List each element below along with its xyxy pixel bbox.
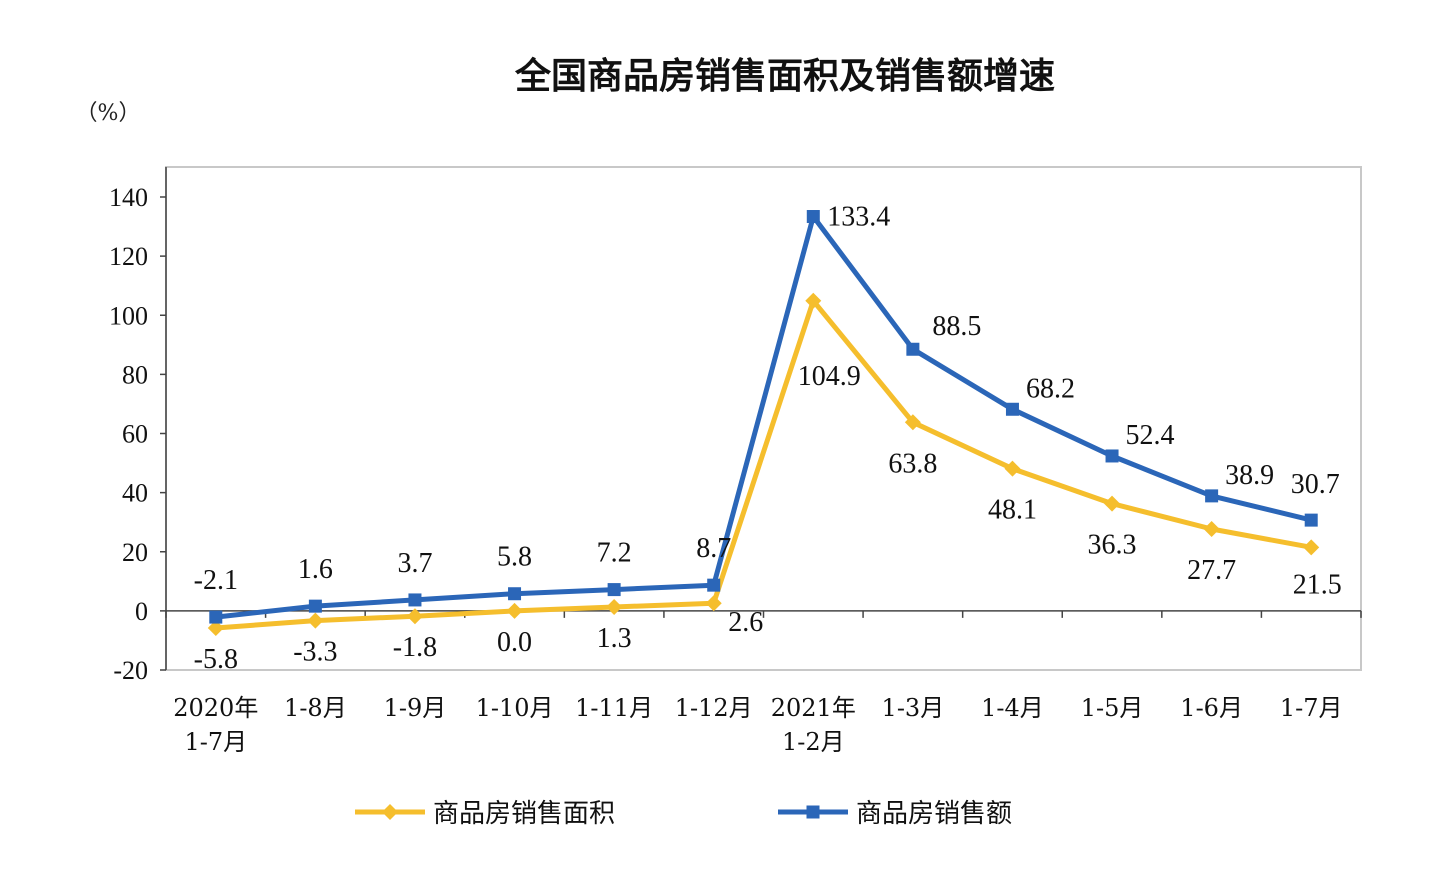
point-marker	[1205, 489, 1219, 503]
point-marker	[1304, 513, 1318, 527]
data-label: -1.8	[393, 632, 437, 663]
data-label: 52.4	[1126, 420, 1175, 451]
x-tick-label: 2020年 1-7月	[173, 694, 258, 756]
x-tick-label: 1-8月	[284, 694, 347, 722]
point-marker	[1005, 402, 1019, 416]
data-labels: -2.1 1.6 3.7 5.8 7.2 8.7 133.4 88.5 68.2 52.4 38.9…	[194, 202, 1342, 676]
point-marker	[805, 292, 822, 309]
plot-frame	[165, 166, 1362, 671]
point-marker	[906, 342, 920, 356]
y-tick-label: 80	[122, 360, 148, 389]
point-marker	[707, 578, 721, 592]
legend: 商品房销售面积 商品房销售额	[355, 799, 1012, 829]
legend-marker	[382, 804, 398, 820]
point-marker	[606, 599, 623, 616]
point-marker	[308, 599, 322, 613]
data-label: 36.3	[1088, 530, 1137, 561]
y-tick-label: 60	[122, 420, 148, 449]
point-marker	[607, 583, 621, 597]
data-label: 21.5	[1293, 569, 1342, 600]
data-label: 27.7	[1187, 555, 1236, 586]
series-layer	[207, 210, 1320, 637]
legend-label: 商品房销售面积	[433, 799, 615, 829]
data-label: 0.0	[497, 627, 532, 658]
y-axis-unit: （%）	[76, 101, 141, 126]
data-label: 7.2	[597, 538, 632, 569]
data-label: -5.8	[194, 644, 238, 675]
legend-label: 商品房销售额	[856, 799, 1012, 829]
point-marker	[1303, 539, 1320, 556]
data-label: 133.4	[827, 202, 890, 233]
x-tick-label: 1-3月	[882, 694, 945, 722]
x-tick-label: 1-10月	[476, 694, 554, 722]
point-marker	[508, 587, 522, 601]
data-label: 2.6	[728, 607, 763, 638]
data-label: 30.7	[1291, 469, 1340, 500]
y-tick-label: 140	[109, 183, 148, 212]
x-tick-label: 1-11月	[575, 694, 653, 722]
data-label: 1.3	[597, 623, 632, 654]
x-axis: 2020年 1-7月 1-8月 1-9月 1-10月 1-11月 1-12月 2021年 1-2…	[165, 610, 1362, 756]
point-marker	[209, 610, 223, 624]
point-marker	[207, 620, 224, 637]
series-line-1	[215, 214, 1312, 620]
legend-marker	[806, 805, 820, 819]
chart-title: 全国商品房销售面积及销售额增速	[514, 55, 1055, 97]
point-marker	[408, 593, 422, 607]
x-tick-label: 1-7月	[1280, 694, 1343, 722]
data-label: 68.2	[1026, 373, 1075, 404]
point-marker	[1104, 495, 1121, 512]
data-label: -3.3	[293, 637, 337, 668]
y-axis: -20 0 20 40 60 80 100 120 140	[109, 167, 167, 685]
data-label: 88.5	[932, 311, 981, 342]
point-marker	[506, 602, 523, 619]
point-marker	[904, 414, 921, 431]
y-tick-label: 20	[122, 538, 148, 567]
x-tick-label: 1-4月	[981, 694, 1044, 722]
data-label: 104.9	[798, 361, 861, 392]
data-label: 48.1	[988, 495, 1037, 526]
data-label: 1.6	[298, 554, 333, 585]
x-tick-label: 1-12月	[675, 694, 753, 722]
point-marker	[705, 595, 722, 612]
y-tick-label: 100	[109, 301, 148, 330]
series-line-0	[215, 298, 1312, 631]
data-label: 3.7	[397, 548, 432, 579]
data-label: 63.8	[888, 448, 937, 479]
y-tick-label: -20	[113, 656, 148, 685]
point-marker	[1105, 449, 1119, 463]
data-label: 5.8	[497, 542, 532, 573]
point-marker	[806, 210, 820, 224]
y-tick-label: 0	[135, 597, 148, 626]
y-tick-label: 40	[122, 479, 148, 508]
point-marker	[307, 612, 324, 629]
x-tick-label: 2021年 1-2月	[771, 694, 856, 756]
x-tick-label: 1-9月	[384, 694, 447, 722]
point-marker	[1004, 460, 1021, 477]
point-marker	[406, 608, 423, 625]
data-label: -2.1	[194, 565, 238, 596]
data-label: 8.7	[696, 533, 731, 564]
point-marker	[1203, 520, 1220, 537]
data-label: 38.9	[1225, 460, 1274, 491]
x-tick-label: 1-6月	[1180, 694, 1243, 722]
x-tick-label: 1-5月	[1081, 694, 1144, 722]
y-tick-label: 120	[109, 242, 148, 271]
